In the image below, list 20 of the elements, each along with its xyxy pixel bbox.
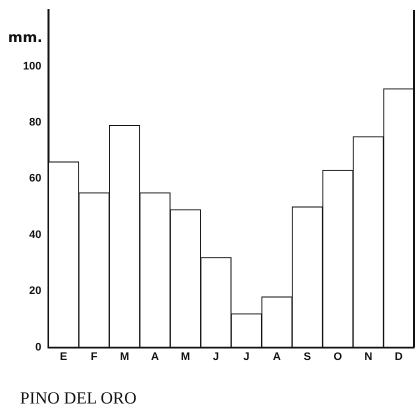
y-tick-label: 20: [29, 285, 42, 298]
x-tick-label: J: [212, 351, 220, 364]
y-axis-title: mm.: [8, 30, 42, 46]
x-tick-label: E: [60, 351, 68, 364]
y-tick-label: 0: [35, 341, 42, 354]
x-tick-label: O: [334, 351, 343, 364]
y-tick-label: 80: [29, 116, 42, 128]
x-tick-label: J: [243, 351, 250, 364]
y-tick-label: 100: [22, 60, 42, 72]
text: PINO DEL ORO: [20, 388, 136, 408]
x-tick-label: A: [151, 351, 160, 364]
x-tick-label: S: [304, 351, 312, 364]
y-tick-label: 40: [29, 228, 42, 241]
x-tick-label: A: [272, 351, 281, 364]
x-tick-label: N: [364, 351, 372, 364]
x-tick-label: F: [90, 351, 98, 364]
x-tick-label: M: [180, 351, 190, 364]
y-tick-label: 60: [29, 172, 42, 185]
x-tick-label: M: [120, 351, 130, 364]
x-tick-label: D: [394, 351, 403, 364]
